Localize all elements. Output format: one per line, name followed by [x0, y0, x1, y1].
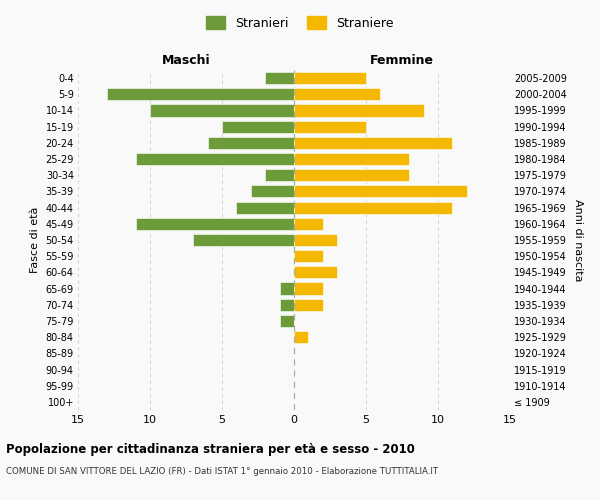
- Text: Femmine: Femmine: [370, 54, 434, 67]
- Bar: [294, 169, 409, 181]
- Bar: [294, 202, 452, 213]
- Bar: [280, 282, 294, 294]
- Text: Maschi: Maschi: [161, 54, 211, 67]
- Bar: [294, 218, 323, 230]
- Text: Popolazione per cittadinanza straniera per età e sesso - 2010: Popolazione per cittadinanza straniera p…: [6, 442, 415, 456]
- Bar: [136, 218, 294, 230]
- Bar: [294, 266, 337, 278]
- Bar: [294, 298, 323, 311]
- Bar: [280, 298, 294, 311]
- Bar: [107, 88, 294, 101]
- Bar: [222, 120, 294, 132]
- Bar: [294, 88, 380, 101]
- Y-axis label: Anni di nascita: Anni di nascita: [572, 198, 583, 281]
- Bar: [294, 250, 323, 262]
- Bar: [294, 104, 424, 117]
- Legend: Stranieri, Straniere: Stranieri, Straniere: [202, 11, 398, 35]
- Bar: [136, 153, 294, 165]
- Bar: [294, 153, 409, 165]
- Bar: [150, 104, 294, 117]
- Text: COMUNE DI SAN VITTORE DEL LAZIO (FR) - Dati ISTAT 1° gennaio 2010 - Elaborazione: COMUNE DI SAN VITTORE DEL LAZIO (FR) - D…: [6, 468, 438, 476]
- Bar: [265, 72, 294, 84]
- Bar: [280, 315, 294, 327]
- Bar: [294, 282, 323, 294]
- Bar: [294, 234, 337, 246]
- Bar: [251, 186, 294, 198]
- Bar: [294, 137, 452, 149]
- Bar: [294, 72, 366, 84]
- Bar: [265, 169, 294, 181]
- Bar: [236, 202, 294, 213]
- Y-axis label: Fasce di età: Fasce di età: [30, 207, 40, 273]
- Bar: [294, 331, 308, 343]
- Bar: [294, 120, 366, 132]
- Bar: [294, 186, 467, 198]
- Bar: [208, 137, 294, 149]
- Bar: [193, 234, 294, 246]
